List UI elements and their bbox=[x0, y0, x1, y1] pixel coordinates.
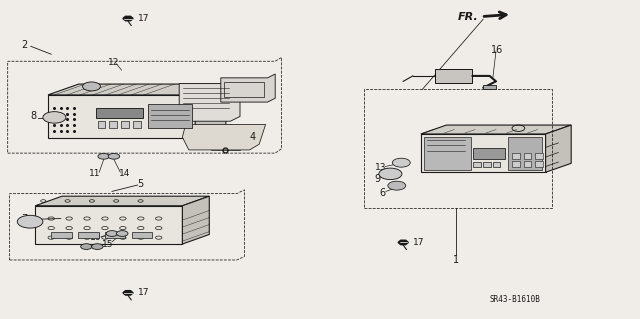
Bar bbox=[148, 104, 192, 128]
Text: 14: 14 bbox=[119, 169, 131, 178]
Text: 4: 4 bbox=[250, 131, 256, 142]
Text: 15: 15 bbox=[102, 240, 113, 249]
Bar bbox=[535, 153, 543, 159]
Polygon shape bbox=[545, 125, 572, 172]
Polygon shape bbox=[48, 95, 195, 138]
Polygon shape bbox=[182, 196, 209, 244]
Bar bbox=[483, 85, 496, 89]
Polygon shape bbox=[35, 196, 209, 206]
Polygon shape bbox=[48, 84, 226, 95]
Polygon shape bbox=[421, 134, 545, 172]
Bar bbox=[474, 148, 504, 159]
Bar bbox=[535, 161, 543, 167]
Polygon shape bbox=[182, 124, 266, 150]
Circle shape bbox=[43, 112, 66, 123]
Polygon shape bbox=[179, 80, 240, 121]
Bar bbox=[95, 108, 143, 118]
Text: 1: 1 bbox=[453, 255, 460, 265]
Text: 2: 2 bbox=[21, 40, 28, 50]
Bar bbox=[508, 137, 543, 170]
Polygon shape bbox=[421, 125, 572, 134]
Circle shape bbox=[379, 168, 402, 180]
Text: FR.: FR. bbox=[458, 11, 479, 22]
Bar bbox=[133, 121, 141, 128]
Text: 10: 10 bbox=[90, 233, 102, 242]
Bar bbox=[524, 161, 531, 167]
Bar bbox=[105, 232, 125, 238]
Text: 11: 11 bbox=[89, 169, 100, 178]
Text: 13: 13 bbox=[375, 163, 387, 172]
Text: 17: 17 bbox=[138, 288, 149, 297]
Bar bbox=[78, 232, 99, 238]
Circle shape bbox=[83, 82, 100, 91]
Text: 6: 6 bbox=[379, 188, 385, 198]
Polygon shape bbox=[123, 291, 133, 295]
Bar bbox=[493, 162, 500, 167]
Bar bbox=[474, 162, 481, 167]
Bar bbox=[132, 232, 152, 238]
Circle shape bbox=[392, 158, 410, 167]
Circle shape bbox=[388, 181, 406, 190]
Bar bbox=[424, 137, 472, 170]
Polygon shape bbox=[195, 84, 226, 138]
Bar bbox=[109, 121, 117, 128]
Text: 7: 7 bbox=[21, 214, 28, 225]
Polygon shape bbox=[35, 206, 182, 244]
Bar bbox=[224, 82, 264, 97]
Circle shape bbox=[106, 231, 118, 236]
Bar bbox=[483, 162, 491, 167]
Text: 5: 5 bbox=[138, 179, 144, 189]
Bar bbox=[97, 121, 106, 128]
Circle shape bbox=[116, 231, 128, 236]
Polygon shape bbox=[221, 74, 275, 102]
Circle shape bbox=[108, 153, 120, 159]
Circle shape bbox=[98, 153, 109, 159]
Bar bbox=[512, 161, 520, 167]
Text: 17: 17 bbox=[138, 14, 149, 23]
Polygon shape bbox=[123, 16, 133, 21]
Bar bbox=[435, 69, 472, 83]
Text: 16: 16 bbox=[491, 45, 504, 55]
Text: 8: 8 bbox=[30, 111, 36, 122]
Bar bbox=[512, 153, 520, 159]
Text: 17: 17 bbox=[413, 238, 424, 247]
Bar bbox=[524, 153, 531, 159]
Bar bbox=[51, 232, 72, 238]
Text: 12: 12 bbox=[108, 58, 120, 67]
Circle shape bbox=[81, 244, 92, 249]
Text: 9: 9 bbox=[374, 174, 381, 184]
Text: SR43-B1610B: SR43-B1610B bbox=[490, 295, 541, 304]
Bar bbox=[121, 121, 129, 128]
Circle shape bbox=[92, 244, 103, 249]
Polygon shape bbox=[398, 240, 408, 245]
Circle shape bbox=[17, 215, 43, 228]
